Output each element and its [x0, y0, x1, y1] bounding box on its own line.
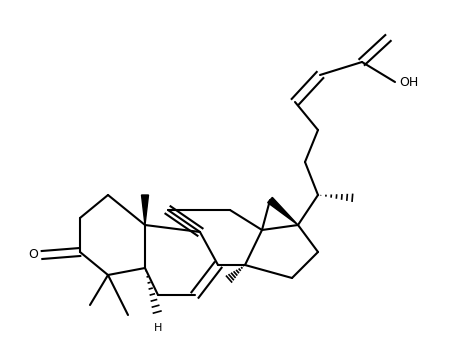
Text: H: H	[154, 323, 162, 333]
Polygon shape	[141, 195, 149, 225]
Text: O: O	[28, 248, 38, 261]
Polygon shape	[268, 197, 298, 225]
Text: OH: OH	[399, 75, 418, 89]
